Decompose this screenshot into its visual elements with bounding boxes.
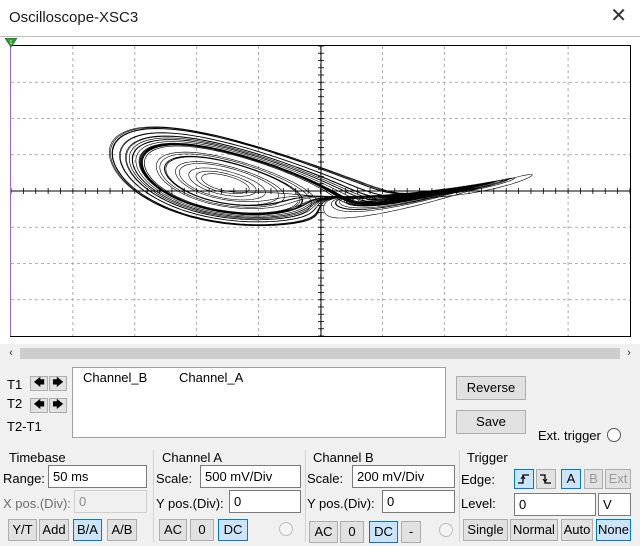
trigger-title: Trigger <box>467 450 508 465</box>
trigger-source-a-button[interactable]: A <box>561 469 581 489</box>
trigger-auto-button[interactable]: Auto <box>561 519 593 541</box>
t1-label: T1 <box>7 377 23 392</box>
trigger-source-b-button[interactable]: B <box>584 469 603 489</box>
ext-trigger-radio[interactable] <box>607 428 621 442</box>
range-field[interactable]: 50 ms <box>48 465 147 488</box>
xpos-field[interactable]: 0 <box>74 490 147 513</box>
cursor-marker-icon[interactable]: 1 <box>5 38 17 48</box>
channel-b-dc-button[interactable]: DC <box>369 521 398 543</box>
ext-trigger-label: Ext. trigger <box>538 428 601 443</box>
level-field[interactable]: 0 <box>514 493 596 516</box>
channel-a-dc-button[interactable]: DC <box>218 519 248 541</box>
t1-right-button[interactable]: 🡆 <box>49 376 67 391</box>
channel-b-ypos-field[interactable]: 0 <box>382 490 455 513</box>
channel-b-scale-field[interactable]: 200 mV/Div <box>352 465 455 488</box>
level-label: Level: <box>461 496 496 511</box>
scope-display <box>10 45 631 337</box>
separator <box>459 450 460 542</box>
channel-a-scale-field[interactable]: 500 mV/Div <box>200 465 301 488</box>
channel-a-ypos-label: Y pos.(Div): <box>156 496 224 511</box>
t2-label: T2 <box>7 396 23 411</box>
close-icon[interactable]: ✕ <box>610 5 627 27</box>
scroll-track[interactable] <box>20 348 620 359</box>
separator <box>153 450 154 542</box>
scroll-right-icon[interactable]: › <box>627 347 631 359</box>
channel-b-ac-button[interactable]: AC <box>309 521 338 543</box>
t2-left-button[interactable]: 🡄 <box>30 398 48 413</box>
range-label: Range: <box>3 471 45 486</box>
trigger-none-button[interactable]: None <box>596 519 631 541</box>
mode-add-button[interactable]: Add <box>39 519 69 541</box>
cursor-readout: Channel_B Channel_A <box>72 367 446 438</box>
scroll-left-icon[interactable]: ‹ <box>9 347 13 359</box>
reverse-button[interactable]: Reverse <box>456 376 526 400</box>
channel-a-title: Channel A <box>162 450 222 465</box>
channel-b-scale-label: Scale: <box>307 471 344 486</box>
channel-b-ypos-label: Y pos.(Div): <box>307 496 375 511</box>
svg-text:1: 1 <box>9 40 12 46</box>
trigger-source-ext-button[interactable]: Ext <box>605 469 631 489</box>
channel-a-radio[interactable] <box>279 522 293 536</box>
channel-b-title: Channel B <box>313 450 374 465</box>
edge-label: Edge: <box>461 472 495 487</box>
rising-edge-icon[interactable] <box>514 469 534 489</box>
channel-a-ypos-field[interactable]: 0 <box>229 490 301 513</box>
cursor-panel: T1 🡄 🡆 T2 🡄 🡆 T2-T1 <box>3 368 71 438</box>
t2-right-button[interactable]: 🡆 <box>49 398 67 413</box>
level-unit-field[interactable]: V <box>598 493 631 516</box>
cursor-line[interactable] <box>10 44 11 336</box>
horizontal-scrollbar[interactable]: ‹ › <box>0 346 640 361</box>
xpos-label: X pos.(Div): <box>3 496 71 511</box>
channel-a-scale-label: Scale: <box>156 471 193 486</box>
t1-left-button[interactable]: 🡄 <box>30 376 48 391</box>
channel-b-radio[interactable] <box>439 523 453 537</box>
separator <box>305 450 306 542</box>
falling-edge-icon[interactable] <box>536 469 556 489</box>
t2-t1-label: T2-T1 <box>7 419 42 434</box>
channel-b-invert-button[interactable]: - <box>401 521 421 543</box>
trigger-single-button[interactable]: Single <box>463 519 508 541</box>
timebase-title: Timebase <box>9 450 66 465</box>
save-button[interactable]: Save <box>456 410 526 434</box>
title-bar: Oscilloscope-XSC3 ✕ <box>0 0 640 36</box>
mode-yt-button[interactable]: Y/T <box>8 519 37 541</box>
scope-screen <box>10 45 631 337</box>
trigger-normal-button[interactable]: Normal <box>510 519 558 541</box>
channel-a-zero-button[interactable]: 0 <box>190 519 214 541</box>
window-title: Oscilloscope-XSC3 <box>9 9 139 26</box>
readout-col-channel-a: Channel_A <box>179 370 244 385</box>
channel-b-zero-button[interactable]: 0 <box>340 521 364 543</box>
mode-ab-button[interactable]: A/B <box>107 519 137 541</box>
channel-a-ac-button[interactable]: AC <box>159 519 187 541</box>
mode-ba-button[interactable]: B/A <box>73 519 102 541</box>
signal-trace <box>109 126 533 227</box>
readout-col-channel-b: Channel_B <box>83 370 148 385</box>
